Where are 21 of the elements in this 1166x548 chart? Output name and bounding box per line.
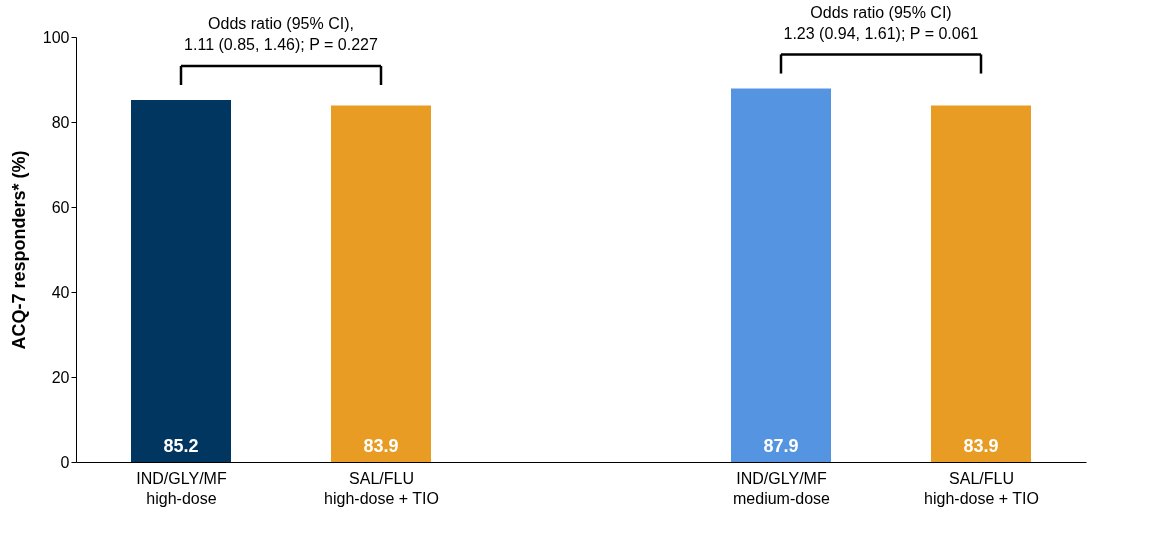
data-label: 85.2 bbox=[163, 436, 199, 456]
data-label: 83.9 bbox=[363, 436, 399, 456]
data-label: 83.9 bbox=[963, 436, 999, 456]
annotation: Odds ratio (95% CI) 1.23 (0.94, 1.61); P = 0.061 bbox=[783, 3, 979, 42]
bar bbox=[931, 105, 1031, 462]
annotation: Odds ratio (95% CI), 1.11 (0.85, 1.46); P = 0.227 bbox=[184, 15, 378, 54]
y-tick-label: 80 bbox=[51, 113, 70, 131]
x-tick-label: IND/GLY/MF high-dose bbox=[136, 469, 227, 507]
x-tick-label: SAL/FLU high-dose + TIO bbox=[924, 469, 1039, 507]
bar bbox=[331, 105, 431, 462]
bar bbox=[731, 88, 831, 462]
bar bbox=[131, 99, 231, 462]
y-tick-label: 40 bbox=[51, 283, 70, 301]
y-tick-label: 100 bbox=[42, 28, 70, 46]
x-tick-label: IND/GLY/MF medium-dose bbox=[733, 469, 831, 507]
data-label: 87.9 bbox=[763, 436, 799, 456]
x-tick-label: SAL/FLU high-dose + TIO bbox=[324, 469, 439, 507]
y-tick-label: 20 bbox=[51, 368, 70, 386]
y-tick-label: 0 bbox=[60, 453, 70, 471]
y-tick-label: 60 bbox=[51, 198, 70, 216]
y-axis-title: ACQ-7 responders* (%) bbox=[8, 150, 29, 350]
